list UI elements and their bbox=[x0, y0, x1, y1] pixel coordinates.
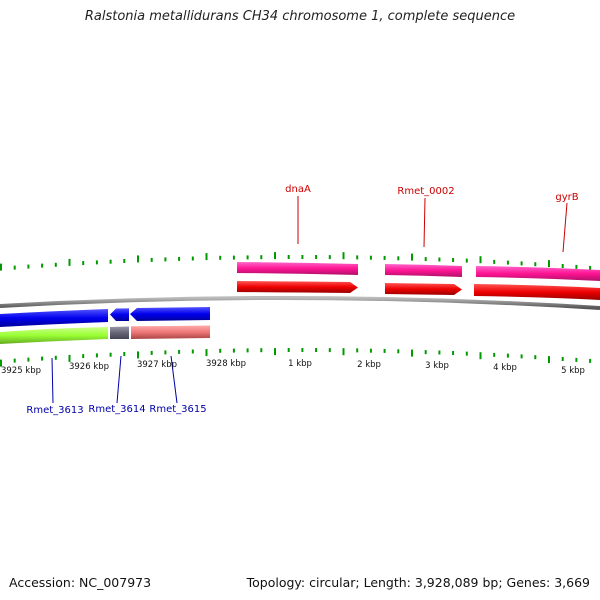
forward-class-segment-rmet-0002 bbox=[385, 264, 462, 277]
accession-text: Accession: NC_007973 bbox=[9, 575, 152, 590]
leader-line-rmet-0002 bbox=[423, 197, 426, 248]
tick-labels: 3925 kbp 3926 kbp 3927 kbp 3928 kbp 1 kb… bbox=[1, 359, 585, 376]
tick-label: 5 kbp bbox=[561, 366, 585, 376]
reverse-class-segment-rmet-3613 bbox=[0, 327, 108, 344]
gene-label-rmet-3614: Rmet_3614 bbox=[88, 404, 145, 415]
chromosome-backbone bbox=[0, 295, 600, 310]
reverse-class-segment-rmet-3615 bbox=[131, 325, 210, 339]
tick-marks-upper bbox=[0, 252, 592, 271]
forward-cds-arrow-dnaA bbox=[237, 281, 358, 293]
tick-label: 2 kbp bbox=[357, 360, 381, 370]
map-title: Ralstonia metallidurans CH34 chromosome … bbox=[84, 9, 516, 24]
gene-label-rmet-0002: Rmet_0002 bbox=[397, 186, 454, 197]
leader-line-rmet-3613 bbox=[51, 357, 54, 404]
tick-marks-lower bbox=[0, 348, 592, 367]
reverse-class-segment-rmet-3614 bbox=[110, 326, 129, 339]
reverse-cds-segment-rmet-3613 bbox=[0, 309, 108, 327]
gene-label-gyrB: gyrB bbox=[555, 192, 578, 203]
gene-label-rmet-3613: Rmet_3613 bbox=[26, 405, 83, 416]
reverse-cds-arrow-rmet-3614 bbox=[110, 308, 129, 321]
tick-label: 4 kbp bbox=[493, 363, 517, 373]
gene-label-dnaA: dnaA bbox=[285, 184, 311, 195]
forward-class-segment-gyrB bbox=[476, 266, 600, 281]
reverse-cds-arrow-rmet-3615 bbox=[130, 307, 210, 321]
forward-class-segment-dnaA bbox=[237, 262, 358, 275]
topology-summary-text: Topology: circular; Length: 3,928,089 bp… bbox=[246, 575, 590, 590]
tick-label: 3 kbp bbox=[425, 361, 449, 371]
gene-label-rmet-3615: Rmet_3615 bbox=[149, 404, 206, 415]
leader-line-rmet-3614 bbox=[116, 355, 122, 404]
tick-label: 1 kbp bbox=[288, 359, 312, 369]
tick-label: 3925 kbp bbox=[1, 366, 41, 376]
tick-label: 3928 kbp bbox=[206, 359, 246, 369]
tick-label: 3926 kbp bbox=[69, 362, 109, 372]
tick-label: 3927 kbp bbox=[137, 360, 177, 370]
forward-cds-arrow-rmet-0002 bbox=[385, 283, 462, 295]
forward-cds-segment-gyrB bbox=[474, 284, 600, 300]
leader-line-gyrB bbox=[562, 202, 568, 253]
leader-line-rmet-3615 bbox=[170, 355, 178, 404]
